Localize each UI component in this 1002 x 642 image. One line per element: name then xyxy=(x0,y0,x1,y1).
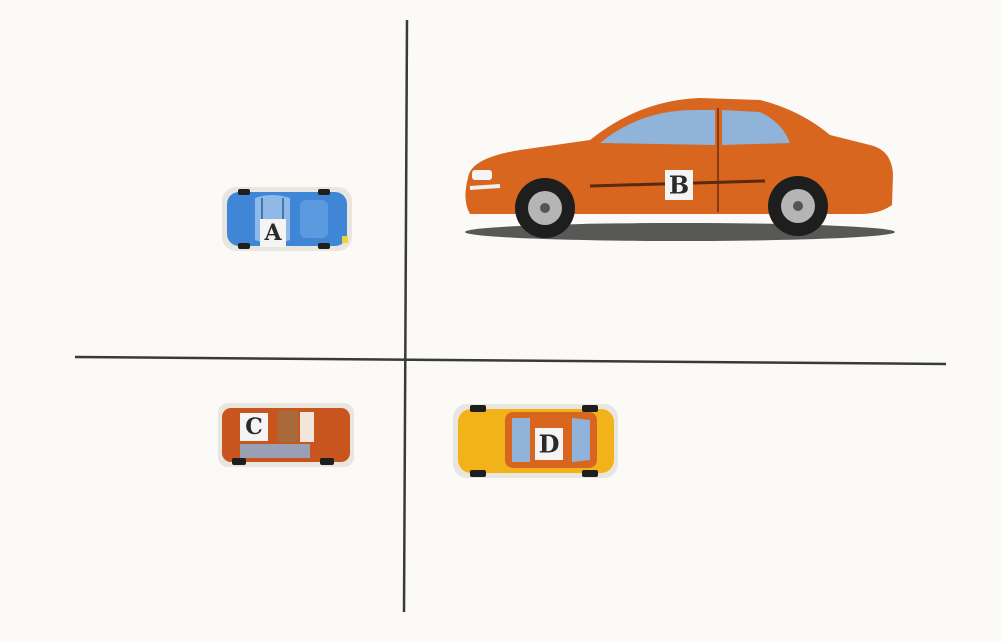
car-b: B xyxy=(465,98,895,241)
car-a: A xyxy=(222,187,352,251)
car-c-label: C xyxy=(245,414,263,440)
car-b-label: B xyxy=(669,171,689,200)
car-c: C xyxy=(218,403,354,467)
car-d: D xyxy=(453,404,618,478)
car-a-label: A xyxy=(263,220,282,246)
vertical-axis xyxy=(402,19,409,613)
horizontal-axis xyxy=(74,355,947,366)
car-d-label: D xyxy=(539,430,560,459)
